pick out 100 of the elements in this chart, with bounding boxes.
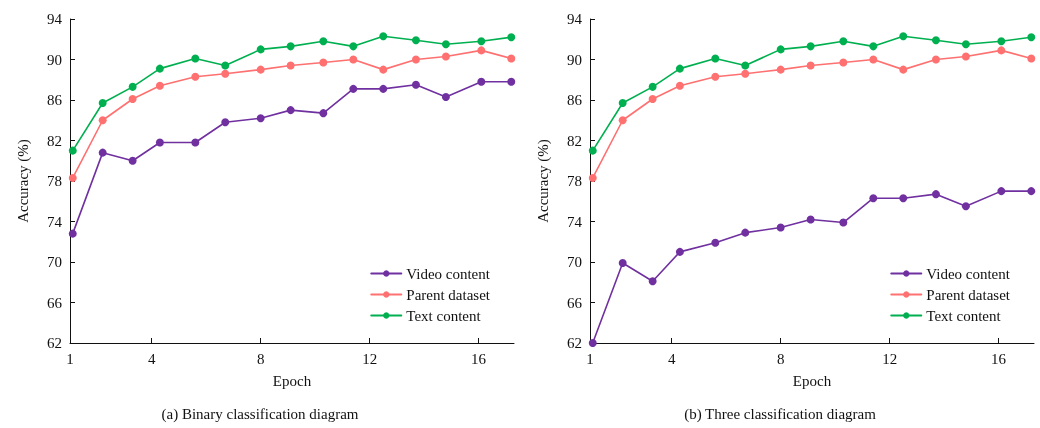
y-tick-label: 62: [567, 335, 582, 351]
point: [98, 99, 107, 108]
y-tick-label: 86: [47, 92, 63, 108]
x-axis-title: Epoch: [792, 372, 832, 389]
legend-label: Parent dataset: [926, 286, 1011, 303]
point: [806, 42, 815, 51]
x-tick-label: 12: [882, 350, 898, 367]
point: [221, 118, 230, 127]
y-tick-label: 90: [567, 51, 582, 68]
point: [349, 55, 358, 64]
x-tick-label: 8: [776, 350, 785, 367]
point: [869, 194, 878, 203]
point: [776, 223, 785, 232]
point: [1027, 54, 1036, 63]
point: [899, 65, 908, 74]
y-tick-label: 78: [47, 173, 62, 189]
point: [839, 37, 848, 46]
point: [379, 65, 388, 74]
point: [675, 64, 684, 73]
y-tick-label: 66: [47, 294, 63, 311]
x-tick-label: 4: [667, 350, 676, 367]
point: [588, 339, 597, 347]
point: [191, 138, 200, 147]
point: [899, 32, 908, 41]
point: [411, 80, 420, 89]
point: [256, 45, 265, 54]
point: [588, 173, 597, 182]
point: [776, 45, 785, 54]
point: [648, 82, 657, 91]
x-axis-title: Epoch: [272, 372, 312, 389]
x-tick-label: 1: [586, 350, 594, 367]
y-axis-title: Accuracy (%): [534, 139, 552, 223]
y-tick-label: 94: [47, 11, 63, 27]
point: [741, 61, 750, 70]
point: [128, 156, 137, 165]
point: [648, 94, 657, 103]
point: [997, 187, 1006, 196]
y-tick-label: 70: [567, 254, 582, 270]
point: [155, 81, 164, 90]
point: [286, 42, 295, 51]
point: [256, 114, 265, 123]
point: [128, 82, 137, 91]
point: [191, 54, 200, 63]
x-tick-label: 16: [471, 350, 487, 367]
point: [221, 61, 230, 70]
point: [997, 46, 1006, 55]
text: (a) Binary classification diagram: [161, 405, 359, 423]
y-tick-label: 62: [47, 335, 62, 351]
point: [319, 109, 328, 118]
point: [806, 61, 815, 70]
y-tick-label: 66: [567, 294, 583, 311]
legend-label: Video content: [926, 265, 1011, 282]
point: [379, 84, 388, 93]
legend-label: Text content: [926, 307, 1002, 324]
point: [477, 77, 486, 86]
point: [741, 228, 750, 237]
point: [507, 33, 516, 42]
y-tick-label: 90: [47, 51, 62, 68]
point: [507, 54, 516, 63]
point: [869, 55, 878, 64]
point: [256, 65, 265, 74]
point: [961, 52, 970, 61]
y-tick-label: 74: [47, 213, 63, 230]
point: [98, 148, 107, 157]
point: [68, 229, 77, 238]
point: [618, 116, 627, 125]
point: [507, 77, 516, 86]
point: [675, 81, 684, 90]
point: [441, 92, 450, 101]
point: [155, 64, 164, 73]
point: [441, 52, 450, 61]
point: [931, 36, 940, 45]
point: [961, 202, 970, 211]
point: [286, 106, 295, 115]
point: [806, 215, 815, 224]
point: [319, 37, 328, 46]
point: [68, 173, 77, 182]
point: [349, 42, 358, 51]
point: [286, 61, 295, 70]
legend-label: Video content: [406, 265, 491, 282]
y-tick-label: 78: [567, 173, 582, 189]
point: [997, 37, 1006, 46]
y-tick-label: 94: [567, 11, 583, 27]
point: [741, 69, 750, 78]
point: [477, 37, 486, 46]
text: (b) Three classification diagram: [684, 405, 877, 423]
point: [839, 218, 848, 227]
point: [648, 277, 657, 286]
point: [618, 99, 627, 108]
point: [477, 46, 486, 55]
point: [899, 194, 908, 203]
y-tick-label: 82: [567, 132, 582, 149]
legend-label: Parent dataset: [406, 286, 491, 303]
point: [711, 54, 720, 63]
point: [711, 72, 720, 81]
point: [379, 32, 388, 41]
y-axis-title: Accuracy (%): [14, 139, 32, 223]
point: [675, 247, 684, 256]
point: [961, 40, 970, 49]
y-tick-label: 70: [47, 254, 62, 270]
